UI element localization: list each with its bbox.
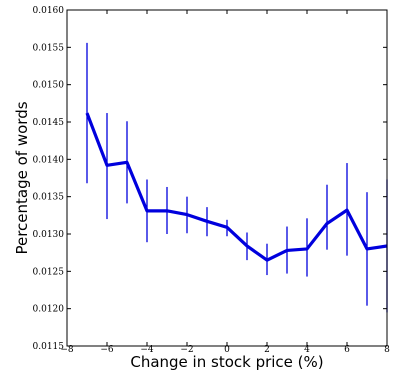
y-axis-label: Percentage of words	[13, 101, 31, 254]
axis-ticks	[66, 9, 388, 347]
x-tick-label: 0	[224, 345, 230, 355]
y-tick-label: 0.0145	[33, 118, 65, 128]
x-tick-labels: −8 −6 −4 −2 0 2 4 6 8	[60, 345, 390, 355]
data-series-line	[85, 112, 387, 262]
plot-frame	[66, 9, 388, 347]
x-tick-label: −4	[140, 345, 154, 355]
x-tick-label: 6	[344, 345, 350, 355]
x-tick-label: −8	[60, 345, 74, 355]
y-tick-label: 0.0125	[33, 267, 65, 277]
y-tick-label: 0.0140	[33, 155, 65, 165]
x-tick-label: −2	[180, 345, 193, 355]
x-tick-label: 4	[304, 345, 310, 355]
x-tick-label: −6	[100, 345, 114, 355]
y-tick-label: 0.0135	[33, 193, 65, 203]
x-axis-label: Change in stock price (%)	[130, 353, 323, 371]
series-line	[85, 112, 387, 262]
y-tick-labels: 0.0115 0.0120 0.0125 0.0130 0.0135 0.0140 0.01…	[33, 6, 65, 352]
y-tick-label: 0.0150	[33, 81, 65, 91]
y-tick-label: 0.0155	[33, 43, 65, 53]
x-tick-label: 2	[264, 345, 270, 355]
y-tick-label: 0.0160	[33, 6, 65, 16]
x-tick-label: 8	[384, 345, 390, 355]
y-tick-label: 0.0130	[33, 230, 65, 240]
y-tick-label: 0.0115	[33, 342, 65, 352]
y-tick-label: 0.0120	[33, 305, 65, 315]
